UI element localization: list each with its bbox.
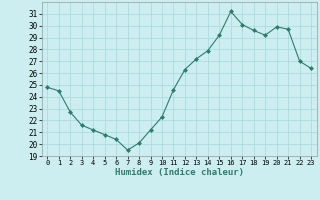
X-axis label: Humidex (Indice chaleur): Humidex (Indice chaleur) [115,168,244,177]
